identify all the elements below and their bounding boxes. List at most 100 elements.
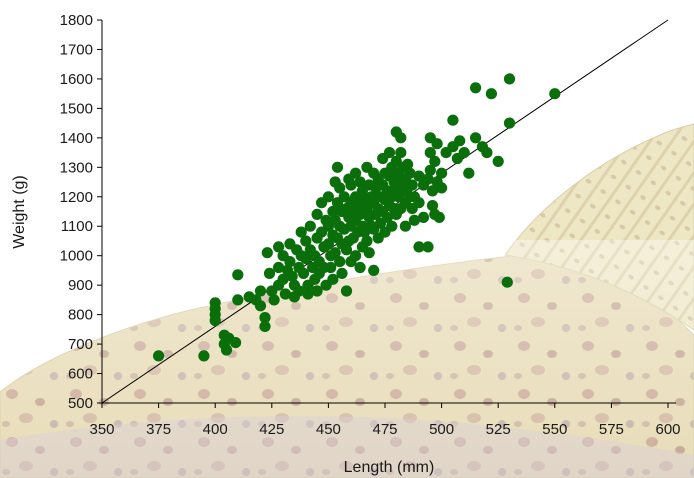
data-point [436, 182, 448, 194]
x-tick-label: 350 [89, 421, 114, 438]
data-point [395, 147, 407, 159]
data-point [334, 256, 346, 268]
data-point [261, 247, 273, 259]
data-point [470, 82, 482, 94]
data-point [350, 167, 362, 179]
data-point [322, 238, 334, 250]
y-tick-label: 1100 [61, 218, 93, 235]
data-point [304, 220, 316, 232]
data-point [327, 205, 339, 218]
data-point [422, 173, 434, 185]
data-point [254, 300, 267, 312]
y-tick-label: 800 [68, 307, 93, 324]
data-point [454, 135, 466, 147]
data-point [413, 170, 425, 182]
data-point [422, 241, 434, 253]
x-tick-label: 400 [203, 421, 228, 438]
data-point [153, 350, 165, 362]
trout-illustration [0, 123, 694, 478]
data-point [361, 235, 373, 247]
y-axis-title: Weight (g) [11, 175, 28, 249]
data-point [350, 250, 362, 262]
data-point [286, 270, 298, 282]
data-point [273, 261, 285, 274]
data-point [406, 179, 418, 191]
y-tick-label: 1700 [60, 41, 93, 58]
data-point [368, 264, 380, 276]
x-tick-label: 600 [655, 421, 680, 438]
data-point [485, 88, 497, 100]
y-tick-label: 1800 [60, 12, 93, 29]
y-tick-label: 500 [68, 395, 93, 412]
data-point [424, 164, 436, 176]
y-tick-label: 900 [68, 277, 93, 294]
data-point [429, 155, 441, 167]
x-tick-label: 450 [316, 421, 341, 438]
data-point [458, 147, 470, 159]
data-point [413, 197, 425, 209]
data-point [336, 267, 348, 279]
data-point [259, 312, 271, 324]
data-point [327, 273, 339, 285]
data-point [404, 167, 416, 179]
data-point [426, 200, 439, 212]
data-point [311, 285, 323, 297]
y-tick-label: 600 [68, 366, 93, 383]
data-point [354, 176, 366, 188]
data-point [402, 158, 414, 170]
data-point [198, 350, 210, 362]
data-point [297, 267, 310, 279]
data-point [302, 288, 314, 300]
data-point [413, 241, 425, 253]
data-point [232, 269, 244, 281]
data-point [463, 167, 475, 179]
data-point [381, 211, 393, 223]
data-point [354, 261, 366, 274]
data-point [481, 147, 493, 159]
data-point [220, 344, 233, 356]
data-point [417, 211, 430, 223]
x-tick-label: 500 [429, 421, 454, 438]
data-point [329, 247, 341, 259]
data-point [300, 235, 312, 247]
data-point [284, 256, 296, 268]
data-point [408, 214, 420, 226]
x-tick-label: 375 [146, 421, 171, 438]
data-point [273, 241, 285, 253]
y-tick-label: 1300 [60, 159, 93, 176]
data-point [470, 132, 482, 144]
data-point [277, 273, 289, 285]
data-point [322, 191, 334, 203]
data-point [383, 147, 396, 159]
data-point [431, 138, 443, 150]
y-tick-label: 1600 [60, 71, 93, 88]
data-point [230, 337, 242, 349]
y-tick-label: 1500 [60, 100, 93, 117]
data-point [209, 314, 221, 327]
x-tick-label: 525 [486, 421, 511, 438]
data-point [300, 253, 312, 265]
data-point [436, 167, 448, 179]
data-point [503, 117, 516, 129]
data-point [363, 247, 375, 259]
data-point [345, 179, 357, 191]
data-point [259, 320, 271, 332]
data-point [279, 288, 291, 300]
data-point [501, 276, 513, 288]
data-point [311, 208, 323, 220]
data-point [492, 155, 504, 167]
data-point [386, 220, 398, 232]
data-point [433, 211, 445, 223]
x-tick-label: 575 [599, 421, 624, 438]
data-point [325, 261, 337, 274]
data-point [268, 294, 280, 306]
data-point [263, 267, 276, 279]
y-tick-label: 700 [68, 336, 93, 353]
x-axis-title: Length (mm) [344, 459, 435, 476]
data-point [295, 226, 307, 238]
x-tick-label: 550 [542, 421, 567, 438]
data-point [331, 161, 344, 173]
data-point [503, 73, 516, 85]
data-point [447, 114, 459, 126]
